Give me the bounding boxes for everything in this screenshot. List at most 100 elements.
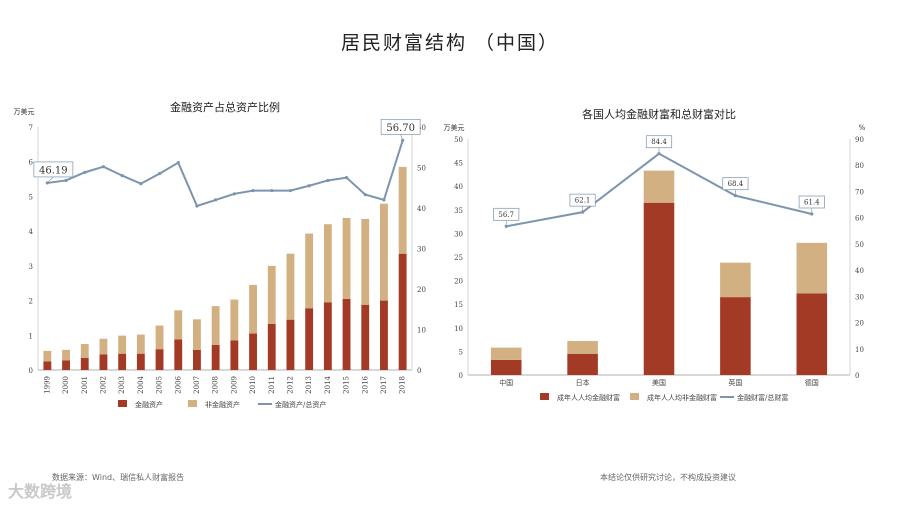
annotation-box <box>722 177 749 191</box>
bar-segment <box>490 359 522 375</box>
x-tick-label: 2017 <box>380 376 388 394</box>
bar-segment <box>249 333 257 370</box>
x-tick-label: 2014 <box>324 375 332 393</box>
annotation-box <box>645 135 673 149</box>
legend-swatch <box>188 400 197 407</box>
bar-segment <box>323 224 332 303</box>
y-tick-label: 1 <box>29 332 33 340</box>
annotation-label: 84.4 <box>651 138 667 146</box>
y-tick-label: 4 <box>29 228 34 236</box>
bar-segment <box>230 299 239 341</box>
bar-segment <box>230 340 239 370</box>
ratio-point <box>120 174 124 178</box>
y2-tick-label: 40 <box>417 205 426 213</box>
bar-segment <box>323 302 332 370</box>
x-tick-label: 德国 <box>805 378 819 387</box>
y-tick-label: 20 <box>454 278 463 286</box>
bar-segment <box>136 334 145 354</box>
annotation-label: 56.70 <box>386 123 415 134</box>
bar-segment <box>796 293 828 375</box>
page-title: 居民财富结构 （中国） <box>340 32 560 54</box>
annotation-leader <box>400 134 403 141</box>
bar-segment <box>720 262 751 298</box>
x-tick-label: 2003 <box>118 376 126 394</box>
legend-label: 成年人人均金融财富 <box>557 393 620 402</box>
bar-segment <box>193 349 201 370</box>
ratio-point <box>101 165 106 169</box>
bar-segment <box>80 357 89 370</box>
y-tick-label: 5 <box>29 193 33 201</box>
ratio-point <box>288 188 293 193</box>
legend-swatch <box>540 393 549 400</box>
y-tick-label: 0 <box>29 367 33 375</box>
y-tick-label: 35 <box>454 207 463 215</box>
y2-tick-label: 80 <box>855 162 864 170</box>
bar-segment <box>380 300 388 370</box>
y2-tick-label: 50 <box>855 241 864 249</box>
bar-segment <box>43 361 52 370</box>
bar-segment <box>62 360 70 370</box>
y2-tick-label: 90 <box>855 136 864 144</box>
y2-tick-label: 40 <box>855 267 864 275</box>
bar-segment <box>211 345 220 370</box>
y-tick-label: 0 <box>459 372 463 380</box>
bar-segment <box>398 166 407 254</box>
annotation-label: 56.7 <box>498 211 514 219</box>
x-tick-label: 英国 <box>728 378 742 387</box>
annotation-leader <box>47 176 54 184</box>
y-tick-label: 45 <box>454 160 463 168</box>
bar-segment <box>286 319 295 370</box>
ratio-point <box>176 161 180 165</box>
bar-segment <box>490 347 522 360</box>
annotation-label: 46.19 <box>39 165 68 176</box>
x-tick-label: 2013 <box>305 376 313 394</box>
bar-segment <box>361 304 370 370</box>
x-tick-label: 美国 <box>652 378 666 387</box>
ratio-point <box>157 171 162 176</box>
bar-segment <box>155 349 164 370</box>
bar-segment <box>43 350 52 362</box>
bar-segment <box>267 265 276 324</box>
legend-label: 金融资产/总资产 <box>275 400 326 409</box>
y-tick-label: 6 <box>29 159 34 167</box>
bar-segment <box>305 308 314 370</box>
ratio-point <box>139 182 143 186</box>
y-tick-label: 25 <box>454 254 463 262</box>
x-tick-label: 日本 <box>576 378 590 387</box>
y2-tick-label: 70 <box>855 188 864 196</box>
y2-tick-label: 0 <box>417 367 421 375</box>
x-tick-label: 1999 <box>43 376 51 394</box>
x-tick-label: 2015 <box>343 376 351 394</box>
x-tick-label: 2001 <box>81 376 89 394</box>
legend-label: 金融资产 <box>135 400 163 409</box>
bar-segment <box>174 339 183 370</box>
bar-segment <box>155 325 164 350</box>
ratio-point <box>382 198 386 202</box>
legend-label: 金融财富/总财富 <box>737 393 788 402</box>
bar-segment <box>643 170 675 203</box>
x-tick-label: 2011 <box>268 376 276 394</box>
annotation-box <box>33 161 74 178</box>
x-tick-label: 2009 <box>230 376 238 394</box>
watermark-logo: 大数跨境 <box>8 482 73 501</box>
ratio-line <box>47 140 404 208</box>
y2-tick-label: 20 <box>855 320 864 328</box>
bar-segment <box>174 310 183 340</box>
ratio-point <box>307 184 311 188</box>
ratio-point <box>214 198 218 202</box>
bar-segment <box>643 202 675 375</box>
ratio-point <box>64 178 68 183</box>
y-tick-label: 10 <box>454 325 463 333</box>
bar-segment <box>342 298 351 370</box>
bar-segment <box>80 343 89 358</box>
y-axis-unit-label: 万美元 <box>444 123 465 132</box>
y-tick-label: 15 <box>454 301 463 309</box>
annotation-box <box>380 118 421 135</box>
bar-segment <box>567 353 598 375</box>
bar-segment <box>99 354 108 370</box>
y2-tick-label: 60 <box>417 124 426 132</box>
x-tick-label: 2000 <box>62 376 70 394</box>
bar-segment <box>62 349 70 361</box>
x-tick-label: 2016 <box>361 375 369 393</box>
ratio-point <box>251 188 255 193</box>
